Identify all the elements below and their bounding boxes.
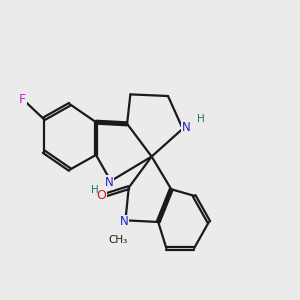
Text: F: F <box>19 93 26 106</box>
Text: O: O <box>96 189 106 202</box>
Text: N: N <box>105 176 113 189</box>
Text: H: H <box>91 185 99 195</box>
Text: H: H <box>197 114 205 124</box>
Text: CH₃: CH₃ <box>109 235 128 245</box>
Text: N: N <box>182 121 191 134</box>
Text: N: N <box>119 215 128 229</box>
